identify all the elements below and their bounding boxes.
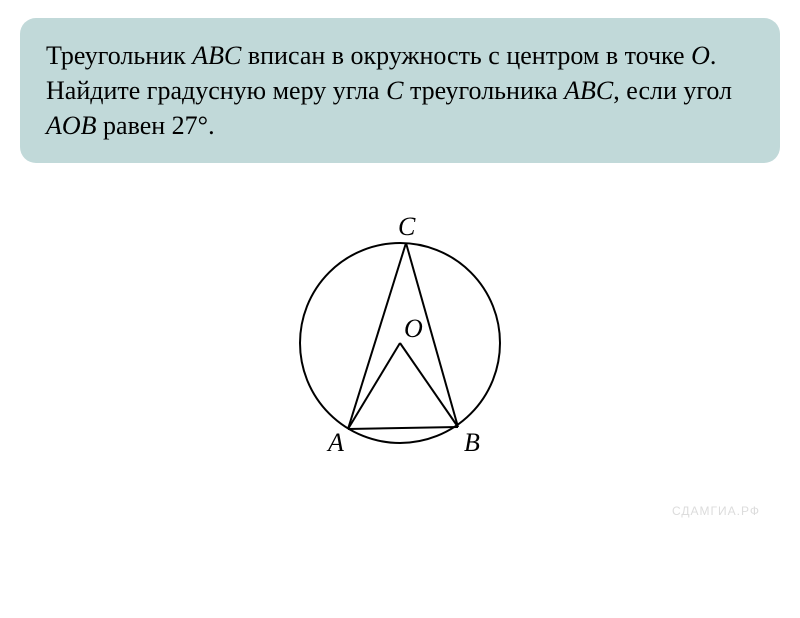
problem-text: Тре­уголь­ник ABC впи­сан в окруж­ность … xyxy=(46,41,732,140)
var-c: C xyxy=(386,76,403,105)
text-fragment: равен 27°. xyxy=(97,111,215,140)
text-fragment: Тре­уголь­ник xyxy=(46,41,192,70)
geometry-figure: A B C O xyxy=(270,203,530,463)
var-abc: ABC xyxy=(192,41,241,70)
geometry-svg: A B C O xyxy=(270,203,530,463)
var-aob: AOB xyxy=(46,111,97,140)
var-o: O xyxy=(691,41,710,70)
problem-statement-box: Тре­уголь­ник ABC впи­сан в окруж­ность … xyxy=(20,18,780,163)
svg-text:C: C xyxy=(398,212,416,241)
text-fragment: тре­уголь­ни­ка xyxy=(403,76,564,105)
svg-text:A: A xyxy=(326,428,344,457)
text-fragment: впи­сан в окруж­ность с цен­тром в точке xyxy=(241,41,691,70)
var-abc-2: ABC xyxy=(564,76,613,105)
text-fragment: , если угол xyxy=(613,76,732,105)
watermark-text: СДАМГИА.РФ xyxy=(672,504,760,518)
svg-text:B: B xyxy=(464,428,480,457)
figure-container: A B C O xyxy=(0,203,800,463)
svg-text:O: O xyxy=(404,314,423,343)
